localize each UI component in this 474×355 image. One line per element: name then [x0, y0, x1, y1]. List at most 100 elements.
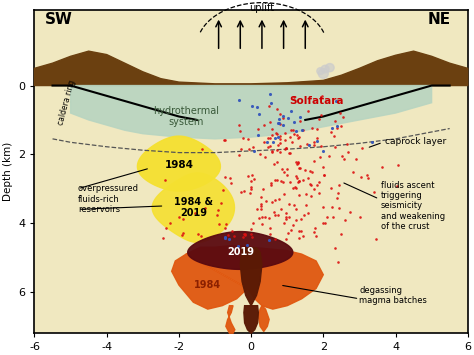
Point: [272, 135, 279, 141]
Point: [265, 237, 273, 243]
Point: [219, 187, 227, 192]
Point: [337, 123, 344, 129]
Point: [264, 135, 272, 141]
Point: [295, 178, 303, 184]
Point: [250, 148, 258, 154]
Point: [341, 217, 349, 223]
Point: [244, 174, 251, 179]
Point: [268, 200, 276, 205]
Point: [279, 113, 286, 118]
Point: [247, 231, 255, 237]
Point: [274, 142, 282, 148]
Point: [276, 133, 283, 139]
Circle shape: [317, 68, 324, 75]
Point: [272, 236, 279, 242]
Point: [272, 130, 280, 136]
Point: [301, 212, 308, 218]
Point: [268, 126, 276, 132]
Point: [276, 116, 283, 121]
Point: [266, 91, 274, 97]
Text: caldera ring: caldera ring: [57, 79, 77, 126]
Point: [236, 128, 244, 134]
Polygon shape: [226, 306, 235, 333]
Point: [328, 204, 336, 210]
Point: [266, 136, 274, 141]
Point: [291, 119, 298, 125]
Point: [215, 221, 223, 227]
Point: [331, 118, 339, 124]
Point: [294, 159, 302, 165]
Point: [247, 186, 255, 192]
Text: SW: SW: [46, 12, 73, 27]
Point: [292, 159, 300, 164]
Point: [272, 212, 279, 218]
Point: [328, 129, 335, 135]
Point: [276, 111, 283, 117]
Point: [214, 207, 222, 213]
Text: 1984: 1984: [164, 160, 193, 170]
Point: [276, 136, 283, 142]
Point: [335, 182, 342, 188]
Point: [194, 231, 202, 237]
Point: [315, 180, 322, 185]
Point: [214, 212, 221, 217]
Point: [318, 93, 325, 98]
Point: [285, 214, 292, 220]
Point: [240, 189, 248, 194]
Point: [250, 176, 258, 181]
Point: [268, 148, 276, 154]
Point: [334, 259, 341, 264]
Point: [317, 112, 325, 118]
Point: [236, 152, 243, 158]
Point: [319, 148, 327, 153]
Point: [310, 142, 318, 148]
Point: [309, 169, 316, 175]
Text: 1984 &
2019: 1984 & 2019: [174, 197, 213, 218]
Point: [257, 194, 265, 200]
Point: [271, 177, 279, 182]
Point: [302, 191, 310, 197]
Point: [274, 120, 282, 126]
Point: [394, 162, 401, 168]
Point: [316, 154, 324, 159]
Point: [276, 141, 284, 146]
Point: [329, 214, 337, 219]
Point: [296, 192, 303, 198]
Point: [260, 139, 268, 144]
Point: [279, 122, 287, 128]
Point: [255, 132, 262, 138]
Point: [295, 134, 302, 140]
Point: [178, 232, 186, 238]
Point: [305, 142, 313, 147]
Point: [314, 182, 321, 188]
Point: [281, 130, 289, 136]
Point: [261, 122, 268, 128]
Point: [197, 233, 205, 239]
Point: [319, 204, 327, 209]
Point: [248, 234, 256, 240]
Point: [314, 126, 321, 132]
Point: [304, 108, 312, 114]
Polygon shape: [137, 136, 220, 191]
Point: [221, 234, 228, 240]
Point: [245, 137, 252, 142]
Point: [191, 210, 199, 216]
Point: [277, 178, 285, 184]
Point: [300, 233, 307, 239]
Point: [304, 210, 311, 215]
Point: [226, 175, 234, 180]
Point: [292, 184, 299, 190]
Point: [308, 125, 315, 131]
Point: [268, 132, 275, 138]
Point: [230, 233, 238, 239]
Point: [364, 172, 371, 178]
Text: NE: NE: [428, 12, 451, 27]
Point: [246, 146, 253, 151]
Point: [235, 97, 243, 103]
Point: [296, 143, 303, 149]
Point: [249, 220, 257, 226]
Polygon shape: [244, 306, 258, 333]
Point: [273, 106, 281, 112]
Point: [268, 149, 276, 155]
Polygon shape: [188, 231, 293, 269]
